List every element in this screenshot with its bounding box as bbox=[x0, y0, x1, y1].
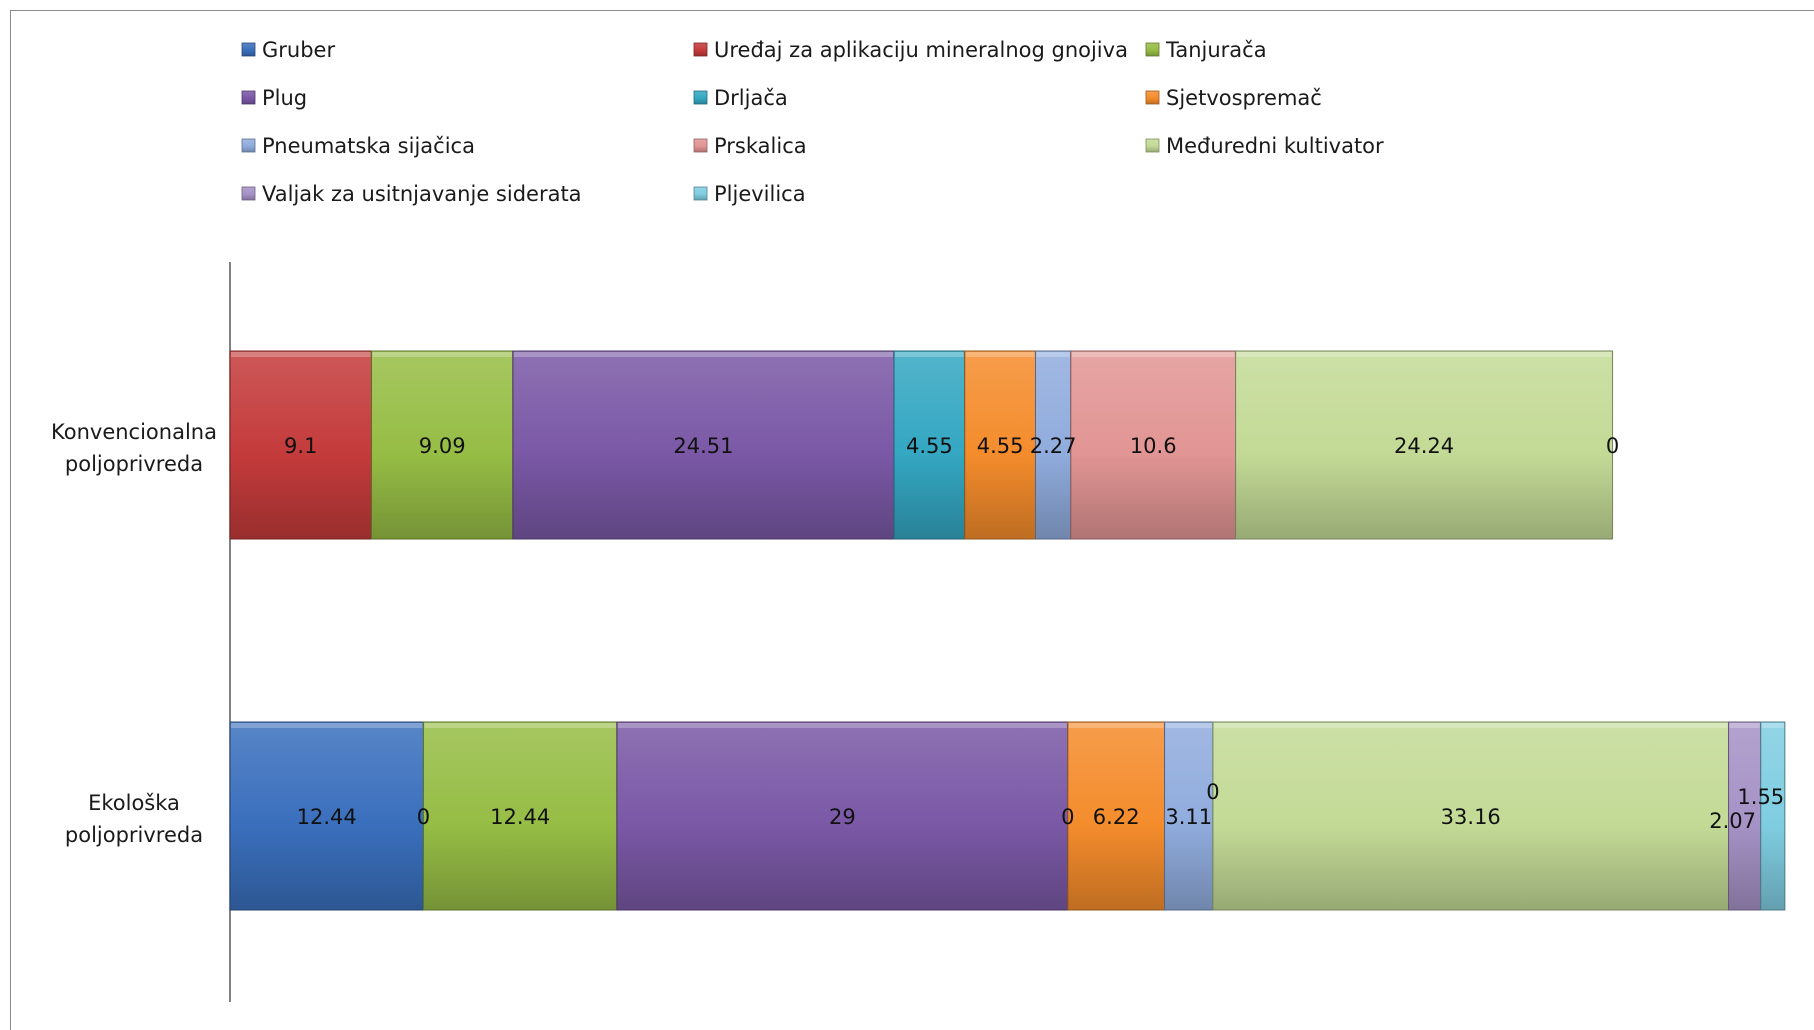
legend-swatch-plug bbox=[241, 90, 256, 105]
legend-label-tanjuraca: Tanjurača bbox=[1165, 38, 1267, 62]
bar-highlight bbox=[1761, 723, 1784, 728]
bar-konvencionalna-poljoprivreda-tanjuraca bbox=[371, 350, 514, 540]
data-label-ekoloska-poljoprivreda-sjetvospremac: 6.22 bbox=[1093, 805, 1140, 829]
legend: Gruber Uređaj za aplikaciju mineralnog gn… bbox=[241, 38, 1384, 206]
data-label-ekoloska-poljoprivreda-pljevilica: 1.55 bbox=[1737, 785, 1784, 809]
category-label-ekoloska-poljoprivreda: Ekološka poljoprivreda bbox=[65, 791, 203, 847]
legend-swatch-gruber bbox=[241, 42, 256, 57]
bar-ekoloska-poljoprivreda-sjetvospremac bbox=[1067, 721, 1166, 911]
data-label-ekoloska-poljoprivreda-pneumatska-sijacica: 3.11 bbox=[1165, 805, 1212, 829]
data-label-konvencionalna-poljoprivreda-uredaj-za-aplikaciju-mineralnog-gnojiva: 9.1 bbox=[284, 434, 317, 458]
bar-highlight bbox=[894, 352, 964, 357]
legend-label-drljaca: Drljača bbox=[714, 86, 788, 110]
bar-highlight bbox=[424, 723, 616, 728]
bar-highlight bbox=[372, 352, 512, 357]
data-label-konvencionalna-poljoprivreda-tanjuraca: 9.09 bbox=[419, 434, 466, 458]
legend-swatch-meduredni-kultivator bbox=[1145, 138, 1160, 153]
legend-label-uredaj-za-aplikaciju-mineralnog-gnojiva: Uređaj za aplikaciju mineralnog gnojiva bbox=[714, 38, 1128, 62]
data-labels: 9.1 9.09 24.51 4.55 4.55 2.27 10.6 24.24 012.44 0… bbox=[284, 434, 1784, 833]
legend-swatch-tanjuraca bbox=[1145, 42, 1160, 57]
bar-ekoloska-poljoprivreda-valjak-za-usitnjavanje-siderata bbox=[1728, 721, 1762, 911]
bar-highlight bbox=[231, 352, 371, 357]
legend-label-plug: Plug bbox=[262, 86, 307, 110]
legend-swatch-sjetvospremac bbox=[1145, 90, 1160, 105]
bar-konvencionalna-poljoprivreda-pneumatska-sijacica bbox=[1034, 350, 1072, 540]
data-label-konvencionalna-poljoprivreda-valjak-za-usitnjavanje-siderata: 0 bbox=[1606, 434, 1619, 458]
bar-konvencionalna-poljoprivreda-prskalica bbox=[1070, 350, 1237, 540]
bar-konvencionalna-poljoprivreda-plug bbox=[512, 350, 895, 540]
bar-ekoloska-poljoprivreda-plug bbox=[616, 721, 1069, 911]
category-label-konvencionalna-poljoprivreda: Konvencionalna poljoprivreda bbox=[51, 420, 217, 476]
data-label-konvencionalna-poljoprivreda-pneumatska-sijacica: 2.27 bbox=[1030, 434, 1077, 458]
bar-ekoloska-poljoprivreda-gruber bbox=[229, 721, 424, 911]
legend-label-prskalica: Prskalica bbox=[714, 134, 807, 158]
data-label-konvencionalna-poljoprivreda-meduredni-kultivator: 24.24 bbox=[1394, 434, 1454, 458]
legend-label-meduredni-kultivator: Međuredni kultivator bbox=[1166, 134, 1384, 158]
bar-highlight bbox=[1068, 723, 1164, 728]
legend-swatch-prskalica bbox=[693, 138, 708, 153]
bar-highlight bbox=[231, 723, 423, 728]
bar-ekoloska-poljoprivreda-tanjuraca bbox=[422, 721, 618, 911]
legend-swatch-pljevilica bbox=[693, 186, 708, 201]
bar-highlight bbox=[617, 723, 1067, 728]
legend-label-gruber: Gruber bbox=[262, 38, 335, 62]
bar-highlight bbox=[965, 352, 1035, 357]
bar-highlight bbox=[1165, 723, 1212, 728]
data-label-ekoloska-poljoprivreda-valjak-za-usitnjavanje-siderata: 2.07 bbox=[1709, 809, 1756, 833]
legend-swatch-uredaj-za-aplikaciju-mineralnog-gnojiva bbox=[693, 42, 708, 57]
bar-ekoloska-poljoprivreda-meduredni-kultivator bbox=[1212, 721, 1730, 911]
data-label-ekoloska-poljoprivreda-meduredni-kultivator: 33.16 bbox=[1441, 805, 1501, 829]
legend-swatch-valjak-za-usitnjavanje-siderata bbox=[241, 186, 256, 201]
data-label-konvencionalna-poljoprivreda-drljaca: 4.55 bbox=[906, 434, 953, 458]
data-label-ekoloska-poljoprivreda-drljaca: 0 bbox=[1061, 805, 1074, 829]
legend-label-pneumatska-sijacica: Pneumatska sijačica bbox=[262, 134, 475, 158]
data-label-ekoloska-poljoprivreda-prskalica: 0 bbox=[1206, 780, 1219, 804]
bar-highlight bbox=[1236, 352, 1612, 357]
data-label-ekoloska-poljoprivreda-tanjuraca: 12.44 bbox=[490, 805, 550, 829]
bar-konvencionalna-poljoprivreda-drljaca bbox=[893, 350, 966, 540]
legend-swatch-drljaca bbox=[693, 90, 708, 105]
data-label-konvencionalna-poljoprivreda-plug: 24.51 bbox=[673, 434, 733, 458]
bar-highlight bbox=[1213, 723, 1728, 728]
legend-label-pljevilica: Pljevilica bbox=[714, 182, 806, 206]
data-label-konvencionalna-poljoprivreda-prskalica: 10.6 bbox=[1130, 434, 1177, 458]
bar-highlight bbox=[1071, 352, 1235, 357]
legend-label-valjak-za-usitnjavanje-siderata: Valjak za usitnjavanje siderata bbox=[262, 182, 582, 206]
bar-ekoloska-poljoprivreda-pljevilica bbox=[1760, 721, 1786, 911]
data-label-konvencionalna-poljoprivreda-sjetvospremac: 4.55 bbox=[977, 434, 1024, 458]
category-labels: Konvencionalna poljoprivreda Ekološka poljo… bbox=[51, 420, 217, 847]
data-label-ekoloska-poljoprivreda-uredaj-za-aplikaciju-mineralnog-gnojiva: 0 bbox=[417, 805, 430, 829]
bar-highlight bbox=[1036, 352, 1070, 357]
bar-konvencionalna-poljoprivreda-sjetvospremac bbox=[964, 350, 1036, 540]
data-label-ekoloska-poljoprivreda-gruber: 12.44 bbox=[297, 805, 357, 829]
legend-label-sjetvospremac: Sjetvospremač bbox=[1166, 86, 1322, 110]
bar-konvencionalna-poljoprivreda-uredaj-za-aplikaciju-mineralnog-gnojiva bbox=[229, 350, 373, 540]
legend-swatch-pneumatska-sijacica bbox=[241, 138, 256, 153]
bar-highlight bbox=[513, 352, 893, 357]
bar-konvencionalna-poljoprivreda-meduredni-kultivator bbox=[1235, 350, 1614, 540]
bar-highlight bbox=[1729, 723, 1760, 728]
bars bbox=[229, 350, 1786, 911]
data-label-ekoloska-poljoprivreda-plug: 29 bbox=[829, 805, 856, 829]
